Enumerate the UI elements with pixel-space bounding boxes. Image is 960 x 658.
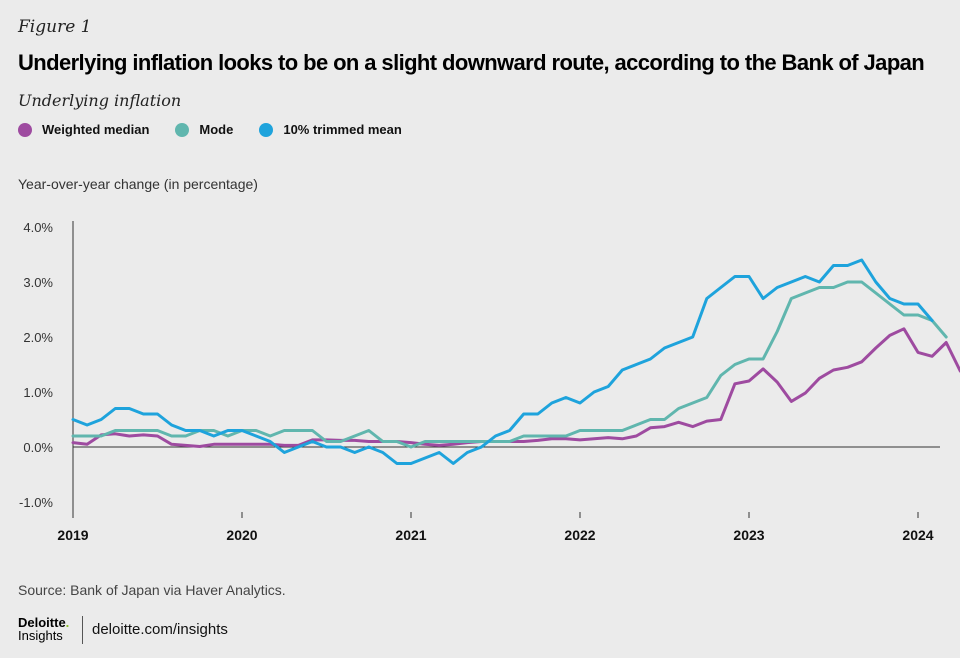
legend-item-mode: Mode <box>175 122 233 137</box>
legend-swatch-mode <box>175 122 190 137</box>
y-tick-label: 1.0% <box>23 385 53 400</box>
legend-label-weighted-median: Weighted median <box>42 122 150 137</box>
y-tick-label: -1.0% <box>19 495 53 510</box>
legend-item-weighted-median: Weighted median <box>18 122 149 137</box>
y-tick-label: 2.0% <box>23 330 53 345</box>
legend-swatch-trimmed-mean <box>259 122 274 137</box>
logo-brand: Deloitte <box>18 615 66 630</box>
series-line-mode <box>71 280 948 449</box>
y-tick-label: 3.0% <box>23 275 53 290</box>
series-line-weighted-median <box>71 327 960 448</box>
figure-label: Figure 1 <box>18 17 92 37</box>
legend-label-mode: Mode <box>199 122 234 137</box>
logo-dot: . <box>65 615 70 630</box>
deloitte-logo: Deloitte. Insights <box>18 616 69 642</box>
y-tick-label: 0.0% <box>23 440 53 455</box>
chart-title: Underlying inflation looks to be on a sl… <box>18 50 925 75</box>
x-tick-label: 2024 <box>902 527 933 543</box>
legend-item-trimmed-mean: 10% trimmed mean <box>259 122 402 137</box>
legend-swatch-weighted-median <box>18 122 32 137</box>
logo-sub: Insights <box>18 628 63 643</box>
x-tick-label: 2019 <box>57 527 88 543</box>
x-tick-label: 2020 <box>226 527 257 543</box>
x-tick-label: 2021 <box>395 527 426 543</box>
legend-label-trimmed-mean: 10% trimmed mean <box>283 122 402 137</box>
legend: Weighted median Mode 10% trimmed mean <box>18 122 428 137</box>
y-axis-label: Year-over-year change (in percentage) <box>18 176 258 192</box>
series-line-10-trimmed-mean <box>71 258 934 465</box>
x-tick-label: 2023 <box>733 527 764 543</box>
y-tick-label: 4.0% <box>23 220 53 235</box>
chart-subtitle: Underlying inflation <box>18 91 182 110</box>
x-tick-label: 2022 <box>564 527 595 543</box>
logo-divider <box>82 616 83 644</box>
source-note: Source: Bank of Japan via Haver Analytic… <box>18 582 286 598</box>
site-link[interactable]: deloitte.com/insights <box>92 621 228 638</box>
